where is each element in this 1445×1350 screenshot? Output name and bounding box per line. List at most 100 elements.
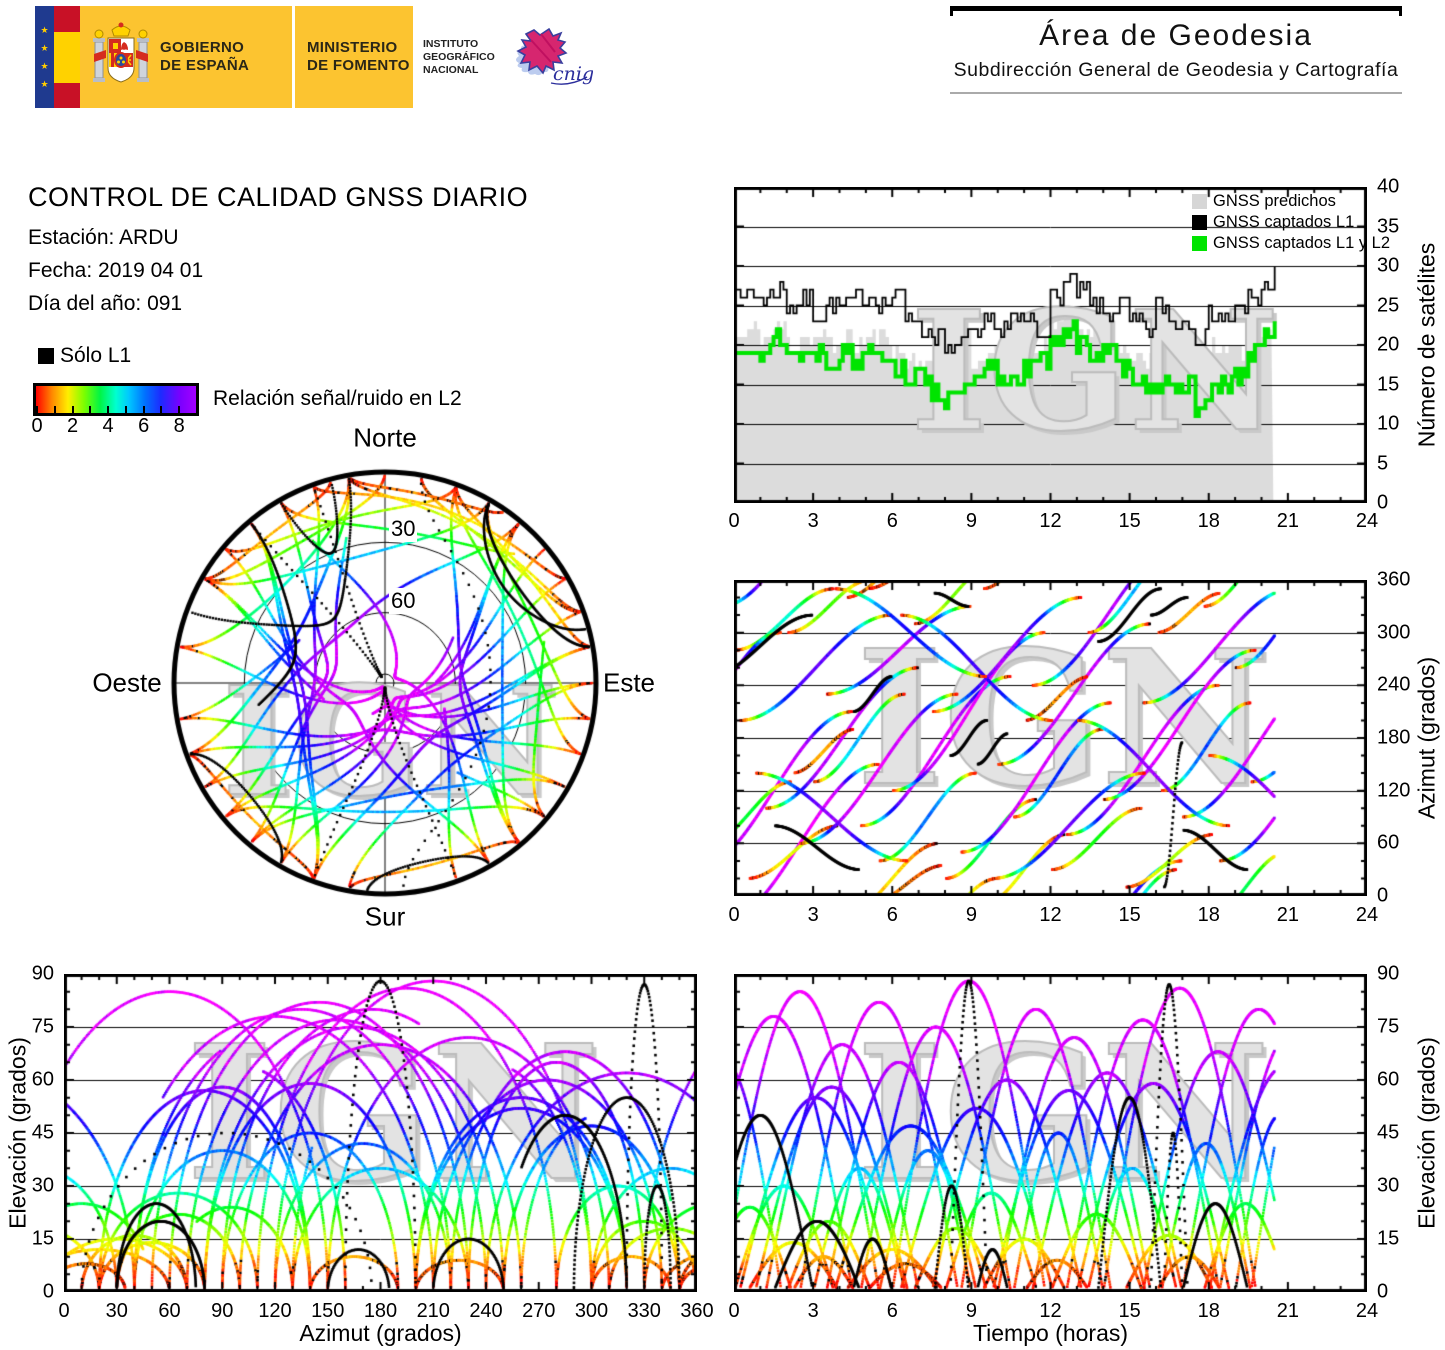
spain-flag-strip	[54, 6, 80, 108]
report-title: CONTROL DE CALIDAD GNSS DIARIO	[28, 182, 529, 212]
satellite-count-y-tick-label: 15	[1377, 373, 1400, 395]
l1-only-legend: Sólo L1	[38, 344, 131, 368]
azimuth-vs-time-x-tick-label: 0	[728, 904, 740, 926]
elevation-vs-azimuth-y-tick-label: 15	[31, 1227, 54, 1250]
elevation-vs-azimuth-chart-canvas	[64, 974, 697, 1292]
snr-colorbar-label: Relación señal/ruido en L2	[213, 387, 462, 410]
elevation-vs-azimuth-x-axis-title: Azimut (grados)	[299, 1320, 462, 1346]
satellite-count-x-tick-label: 18	[1197, 510, 1220, 532]
colorbar-tick-label: 8	[173, 415, 185, 437]
svg-text:cnig: cnig	[553, 63, 593, 85]
ministerio-label: MINISTERIO DE FOMENTO	[307, 39, 410, 74]
elevation-vs-azimuth-y-tick-label: 0	[42, 1280, 54, 1303]
azimuth-vs-time-x-tick-label: 18	[1197, 904, 1220, 926]
satellite-count-legend-row: GNSS captados L1	[1192, 212, 1390, 233]
elevation-vs-azimuth-x-tick-label: 150	[311, 1300, 345, 1322]
geodesy-header: Área de Geodesia Subdirección General de…	[950, 6, 1402, 94]
elevation-vs-azimuth-x-tick-label: 0	[58, 1300, 70, 1322]
colorbar-tick-label: 4	[102, 415, 114, 437]
elevation-vs-azimuth-x-tick-label: 120	[258, 1300, 292, 1322]
elevation-vs-time-y-tick-label: 15	[1377, 1227, 1400, 1250]
elevation-vs-time-y-tick-label: 60	[1377, 1068, 1400, 1091]
station-label: Estación: ARDU	[28, 226, 179, 249]
skyplot-east-label: Este	[602, 667, 656, 698]
satellite-count-legend: GNSS predichos GNSS captados L1 GNSS capta…	[1192, 191, 1390, 254]
satellite-count-y-tick-label: 5	[1377, 452, 1389, 474]
elevation-vs-azimuth-y-tick-label: 60	[31, 1068, 54, 1091]
eu-flag-strip: ★ ★ ★ ★	[35, 6, 54, 108]
cnig-logo-icon: cnig	[501, 22, 594, 93]
satellite-count-x-tick-label: 21	[1276, 510, 1299, 532]
colorbar-tick-icon	[178, 406, 181, 413]
skyplot-ring-label-30: 30	[389, 516, 418, 542]
elevation-vs-time-x-tick-label: 15	[1118, 1300, 1141, 1322]
elevation-vs-time-x-tick-label: 3	[807, 1300, 819, 1322]
azimuth-vs-time-x-tick-label: 15	[1118, 904, 1141, 926]
colorbar-tick-icon	[160, 406, 163, 413]
elevation-vs-time-x-tick-label: 9	[965, 1300, 977, 1322]
eu-star-icon: ★	[40, 78, 49, 89]
azimuth-vs-time-y-axis-title: Azimut (grados)	[1413, 656, 1440, 820]
area-title: Área de Geodesia	[1039, 19, 1313, 52]
colorbar-tick-icon	[36, 406, 38, 413]
header-rule-top	[950, 6, 1402, 16]
elevation-vs-azimuth-y-tick-label: 45	[31, 1121, 54, 1144]
satellite-count-x-tick-label: 0	[728, 510, 740, 532]
ign-block: INSTITUTO GEOGRÁFICO NACIONAL cnig	[413, 6, 594, 108]
elevation-vs-azimuth-x-tick-label: 330	[627, 1300, 661, 1322]
satellite-count-x-tick-label: 3	[807, 510, 819, 532]
colorbar-tick-icon	[124, 406, 127, 413]
azimuth-vs-time-x-tick-label: 12	[1039, 904, 1062, 926]
skyplot-canvas	[159, 457, 611, 909]
legend-label: GNSS captados L1 y L2	[1213, 234, 1391, 252]
elevation-vs-azimuth-x-tick-label: 90	[211, 1300, 234, 1322]
legend-label: GNSS captados L1	[1213, 213, 1355, 231]
coat-of-arms-icon	[93, 22, 149, 83]
elevation-vs-azimuth-y-tick-label: 90	[31, 962, 54, 985]
satellite-count-y-tick-label: 25	[1377, 294, 1400, 316]
eu-star-icon: ★	[40, 60, 49, 71]
elevation-vs-time-y-tick-label: 45	[1377, 1121, 1400, 1144]
azimuth-vs-time-x-tick-label: 24	[1355, 904, 1379, 926]
elevation-vs-azimuth-y-tick-label: 30	[31, 1174, 54, 1197]
ministerio-block: MINISTERIO DE FOMENTO	[295, 6, 413, 108]
azimuth-vs-time-y-tick-label: 180	[1377, 726, 1411, 749]
azimuth-vs-time-x-tick-label: 21	[1276, 904, 1299, 926]
eu-star-icon: ★	[40, 42, 49, 53]
azimuth-vs-time-y-tick-label: 0	[1377, 884, 1389, 907]
legend-swatch-icon	[1192, 215, 1207, 230]
satellite-count-chart-canvas	[734, 187, 1367, 503]
elevation-vs-time-x-tick-label: 21	[1276, 1300, 1299, 1322]
elevation-vs-time-x-tick-label: 0	[728, 1300, 740, 1322]
elevation-vs-azimuth-x-tick-label: 30	[105, 1300, 128, 1322]
satellite-count-y-tick-label: 30	[1377, 254, 1400, 277]
gobierno-label: GOBIERNO DE ESPAÑA	[160, 39, 250, 74]
elevation-vs-azimuth-x-tick-label: 300	[574, 1300, 609, 1322]
satellite-count-y-axis-title: Número de satélites	[1413, 242, 1440, 448]
azimuth-vs-time-y-tick-label: 360	[1377, 568, 1411, 591]
legend-swatch-icon	[1192, 236, 1207, 251]
skyplot-south-label: Sur	[364, 901, 406, 932]
legend-swatch-icon	[1192, 194, 1207, 209]
elevation-vs-time-y-tick-label: 0	[1377, 1280, 1389, 1303]
skyplot-west-label: Oeste	[92, 667, 162, 698]
doy-label: Día del año: 091	[28, 292, 183, 315]
satellite-count-x-tick-label: 15	[1118, 510, 1141, 532]
colorbar-tick-label: 2	[66, 415, 79, 437]
gov-banner: ★ ★ ★ ★	[35, 6, 594, 108]
satellite-count-legend-row: GNSS predichos	[1192, 191, 1390, 212]
azimuth-vs-time-y-tick-label: 60	[1377, 831, 1400, 854]
header-rule-bottom	[950, 92, 1402, 94]
satellite-count-x-tick-label: 12	[1039, 510, 1062, 532]
elevation-vs-azimuth-y-tick-label: 75	[31, 1015, 54, 1038]
snr-colorbar	[33, 383, 199, 416]
satellite-count-legend-row: GNSS captados L1 y L2	[1192, 233, 1390, 254]
azimuth-vs-time-x-tick-label: 9	[965, 904, 977, 926]
colorbar-tick-icon	[107, 406, 110, 413]
elevation-vs-time-y-tick-label: 30	[1377, 1174, 1400, 1197]
satellite-count-y-tick-label: 20	[1377, 333, 1400, 356]
elevation-vs-azimuth-x-tick-label: 240	[469, 1300, 503, 1322]
azimuth-vs-time-x-tick-label: 6	[886, 904, 898, 926]
colorbar-tick-label: 6	[138, 415, 150, 437]
